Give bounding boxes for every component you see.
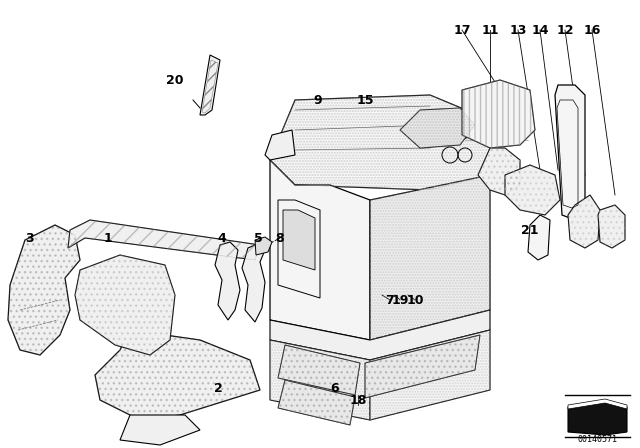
Text: 8: 8 [276,232,284,245]
Polygon shape [270,310,490,360]
Text: 00140571: 00140571 [577,435,617,444]
Polygon shape [568,399,627,409]
Polygon shape [505,165,560,215]
Polygon shape [598,205,625,248]
Text: 18: 18 [349,393,367,406]
Text: 17: 17 [453,23,471,36]
Text: 15: 15 [356,94,374,107]
Polygon shape [265,130,295,160]
Polygon shape [365,335,480,398]
Polygon shape [95,330,260,420]
Text: 5: 5 [253,232,262,245]
Text: 1: 1 [104,232,113,245]
Polygon shape [215,242,240,320]
Polygon shape [270,95,490,190]
Polygon shape [370,330,490,420]
Polygon shape [568,195,600,248]
Polygon shape [278,380,355,425]
Text: 2: 2 [214,382,222,395]
Text: 9: 9 [314,94,323,107]
Text: 4: 4 [218,232,227,245]
Text: 3: 3 [26,232,35,245]
Polygon shape [8,225,80,355]
Polygon shape [568,401,627,435]
Text: 14: 14 [531,23,548,36]
Text: 7: 7 [386,293,394,306]
Text: 16: 16 [583,23,601,36]
Polygon shape [462,80,535,148]
Text: 11: 11 [481,23,499,36]
Polygon shape [242,245,265,322]
Text: 20: 20 [166,73,184,86]
Polygon shape [200,55,220,115]
Text: 10: 10 [406,293,424,306]
Polygon shape [68,220,260,260]
Polygon shape [270,340,370,420]
Polygon shape [478,148,520,195]
Text: 13: 13 [509,23,527,36]
Text: 19: 19 [391,293,409,306]
Polygon shape [370,175,490,340]
Text: 21: 21 [521,224,539,237]
Polygon shape [278,345,360,395]
Polygon shape [255,237,272,255]
Polygon shape [283,210,315,270]
Polygon shape [528,215,550,260]
Polygon shape [120,415,200,445]
Text: 12: 12 [556,23,573,36]
Polygon shape [75,255,175,355]
Text: 6: 6 [331,382,339,395]
Polygon shape [555,85,585,220]
Polygon shape [270,160,370,340]
Polygon shape [400,108,475,148]
